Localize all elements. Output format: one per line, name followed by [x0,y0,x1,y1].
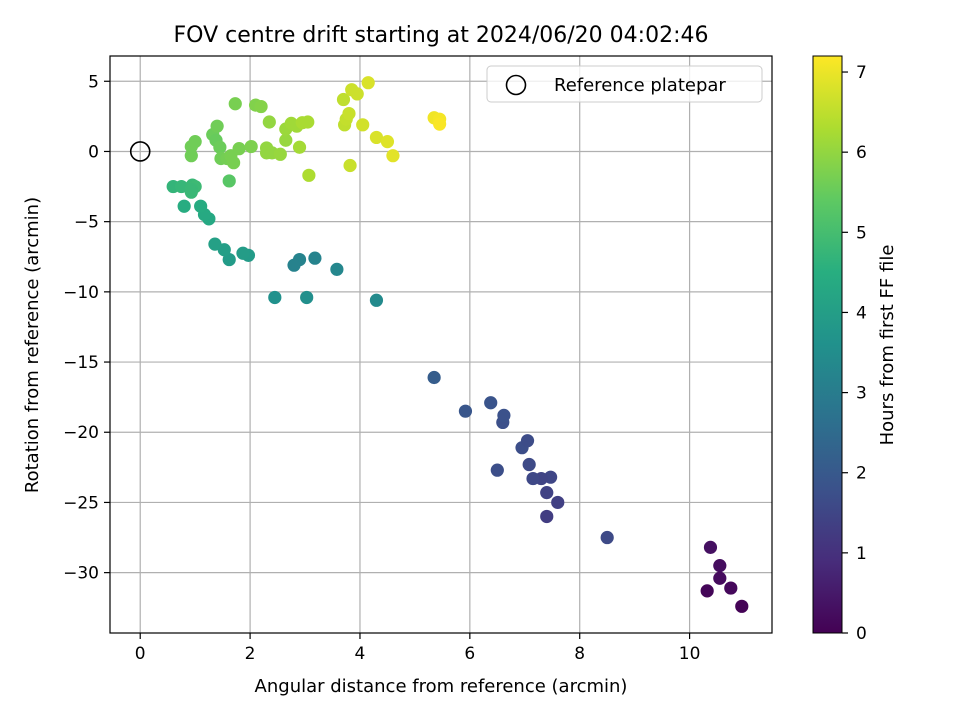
data-point [194,199,208,213]
data-point [458,404,473,418]
x-tick-label: 4 [355,644,366,664]
data-point [497,408,511,422]
data-point [273,147,287,161]
data-point [184,149,198,163]
data-point [232,142,246,156]
y-tick-label: 0 [88,142,99,162]
legend-entry-label: Reference platepar [554,75,726,96]
data-point [735,599,749,613]
y-tick-label: −5 [74,213,99,233]
data-point [213,140,227,154]
y-tick-label: −20 [63,423,99,443]
x-tick-label: 8 [574,644,585,664]
x-tick-label: 6 [464,644,475,664]
data-point [724,581,738,595]
data-point [177,199,191,213]
colorbar-tick-label: 3 [856,384,867,404]
legend: Reference platepar [486,65,763,103]
data-point [268,290,282,305]
data-point [540,486,554,500]
data-point [292,140,307,154]
legend-marker-open-circle [505,74,527,96]
data-point [490,463,504,477]
data-point [227,156,241,170]
data-point [222,252,236,267]
y-tick-label: −15 [63,353,99,373]
data-point [184,185,198,199]
x-axis-ticks: 0 2 4 6 8 10 [135,633,701,664]
data-point [350,87,364,101]
data-point [520,434,535,448]
data-point [386,149,400,163]
y-tick-label: −30 [63,564,99,584]
data-point [526,471,540,486]
chart-title: FOV centre drift starting at 2024/06/20 … [174,23,709,48]
data-point [540,509,554,524]
data-point [208,237,222,251]
data-point [301,115,315,129]
colorbar-tick-label: 2 [856,464,867,484]
colorbar-tick-label: 7 [856,63,867,83]
data-point [244,139,258,154]
colorbar-gradient [813,56,842,633]
data-point [302,168,316,182]
data-point [369,130,384,145]
data-point [427,370,441,385]
plot-frame [109,55,773,634]
data-point [300,290,314,305]
x-axis-label: Angular distance from reference (arcmin) [255,676,628,697]
colorbar-frame [812,55,843,634]
colorbar-tick-label: 5 [856,223,867,243]
colorbar-tick-label: 0 [856,624,867,644]
data-point [713,571,727,585]
data-point [433,117,447,131]
colorbar: 0 1 2 3 4 5 6 7 Hours from first FF file [812,55,898,644]
data-point [356,118,370,132]
data-point [600,530,614,545]
data-point [700,584,714,598]
colorbar-tick-label: 4 [856,303,867,323]
x-tick-label: 2 [245,644,256,664]
data-point [361,76,375,90]
colorbar-tick-label: 6 [856,143,867,163]
data-point [343,158,357,173]
data-point [484,396,498,410]
colorbar-ticks: 0 1 2 3 4 5 6 7 [842,63,867,644]
data-point [210,119,224,133]
x-tick-label: 0 [135,644,146,664]
data-point [188,135,202,149]
data-point [228,97,242,111]
x-tick-label: 10 [679,644,701,664]
data-point [262,115,276,129]
data-point [308,251,322,265]
data-point [380,135,395,149]
data-point [222,174,236,188]
y-tick-label: 5 [88,72,99,92]
data-point [342,106,356,121]
data-point [336,92,351,107]
data-points [166,76,749,613]
y-axis-label: Rotation from reference (arcmin) [22,197,43,493]
y-tick-label: −10 [63,283,99,303]
colorbar-tick-label: 1 [856,544,867,564]
data-point [713,559,727,573]
data-point [174,179,189,194]
y-tick-label: −25 [63,493,99,513]
reference-point [129,141,151,162]
data-point [551,495,565,510]
data-point [369,293,384,307]
reference-platepar-marker [129,141,151,162]
y-axis-ticks: 5 0 −5 −10 −15 −20 −25 −30 [63,72,110,584]
data-point [522,457,536,472]
data-point [703,540,718,554]
data-point [279,133,293,147]
data-point [254,99,268,114]
data-point [236,246,250,260]
data-point [287,258,301,272]
data-point [330,262,344,276]
colorbar-label: Hours from first FF file [877,245,898,446]
